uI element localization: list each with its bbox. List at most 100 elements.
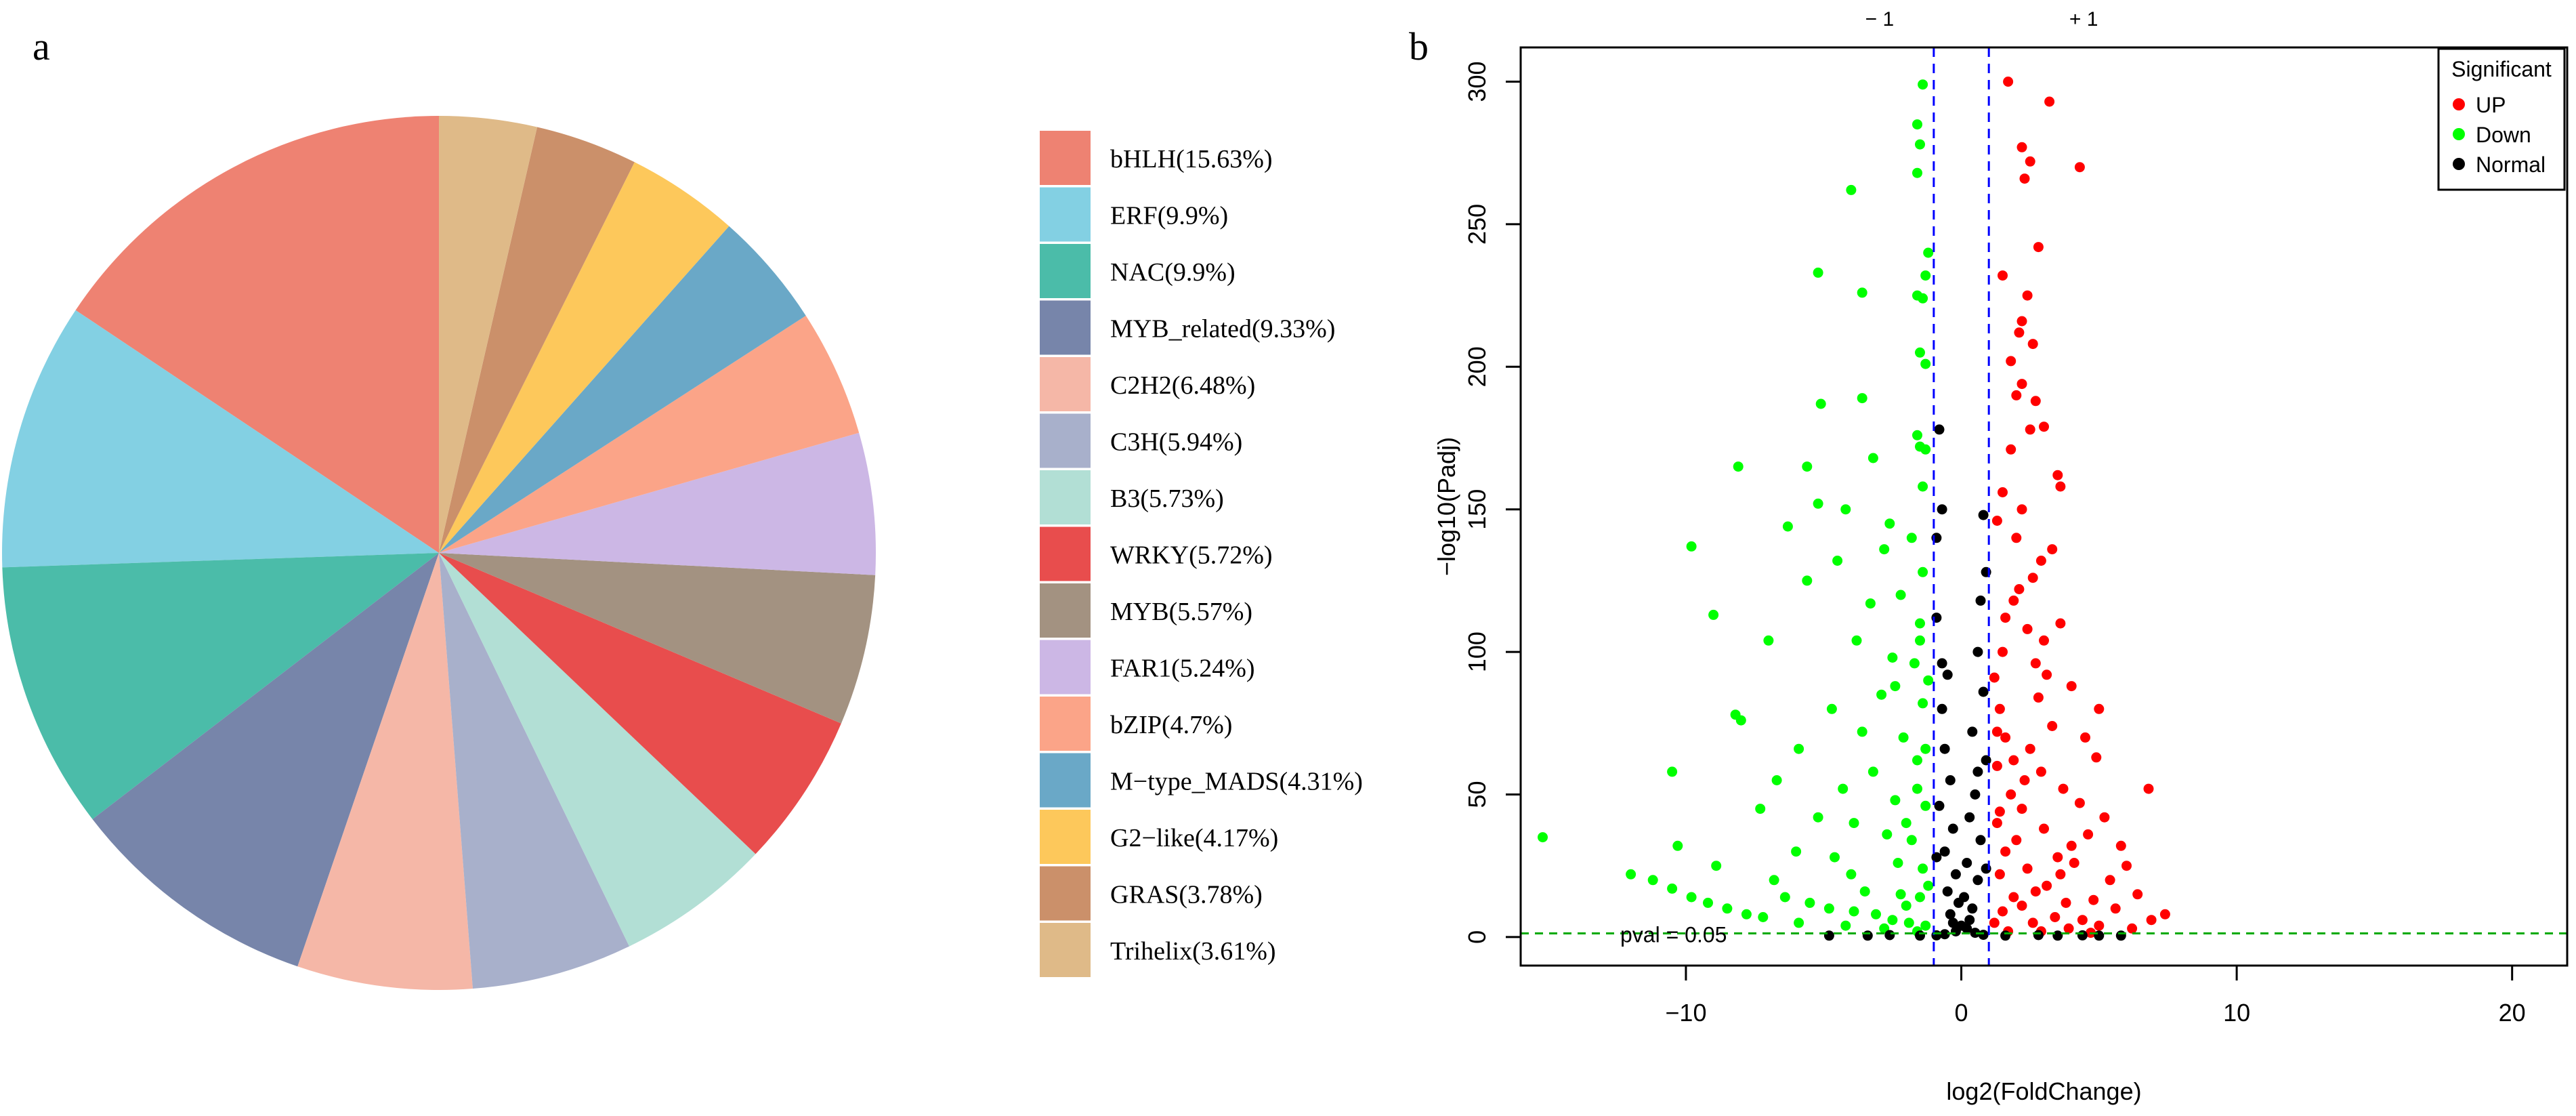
panel-label-b: b [1409, 24, 1429, 68]
legend-label: WRKY(5.72%) [1110, 541, 1273, 570]
x-axis-label: log2(FoldChange) [1946, 1077, 2141, 1105]
point-up [2008, 595, 2019, 606]
legend-label: C3H(5.94%) [1110, 428, 1242, 457]
point-normal [1954, 897, 1964, 908]
point-normal [1939, 743, 1950, 754]
point-normal [1934, 424, 1945, 435]
point-down [1794, 743, 1804, 754]
point-down [1667, 883, 1678, 894]
legend-swatch [1040, 470, 1091, 524]
point-normal [1934, 800, 1945, 811]
point-down [1867, 766, 1878, 777]
point-down [1722, 903, 1733, 914]
point-down [1826, 703, 1837, 714]
point-up [2143, 783, 2154, 794]
point-up [2027, 917, 2038, 928]
point-down [1920, 800, 1931, 811]
point-down [1912, 430, 1922, 440]
point-up [2069, 858, 2079, 868]
point-down [1794, 917, 1804, 928]
point-normal [1942, 669, 1953, 680]
pie-slice [92, 553, 439, 967]
point-down [1779, 892, 1790, 903]
point-up [2017, 142, 2027, 152]
point-up [2132, 889, 2143, 900]
point-down [1923, 247, 1934, 258]
point-down [1823, 903, 1834, 914]
x-tick-label: −10 [1665, 999, 1706, 1027]
point-up [2115, 840, 2126, 851]
point-up [2099, 812, 2110, 823]
point-normal [1970, 928, 1981, 938]
point-up [2014, 584, 2025, 594]
point-down [1882, 829, 1893, 840]
point-up [2030, 396, 2041, 407]
pie-legend: bHLH(15.63%) ERF(9.9%) NAC(9.9%) MYB_relate… [1040, 131, 1363, 977]
point-down [1711, 861, 1722, 871]
point-down [1769, 875, 1779, 886]
point-normal [1981, 755, 1991, 766]
point-up [2094, 920, 2105, 931]
y-tick-label: 50 [1463, 781, 1491, 808]
point-down [1538, 832, 1548, 843]
point-normal [1937, 504, 1947, 515]
legend-swatch [1040, 866, 1091, 921]
pie-chart [1, 116, 876, 991]
point-down [1890, 795, 1901, 806]
point-normal [1931, 852, 1942, 863]
point-normal [1937, 658, 1947, 669]
point-up [1991, 760, 2002, 771]
legend-entry-label: Normal [2476, 152, 2546, 177]
point-up [2000, 846, 2011, 857]
point-down [1840, 920, 1851, 931]
pie-slice [439, 553, 756, 947]
legend-label: Trihelix(3.61%) [1110, 937, 1276, 966]
point-up [1994, 869, 2005, 880]
point-up [2025, 156, 2035, 167]
point-up [2042, 669, 2052, 680]
point-down [1912, 755, 1922, 766]
point-up [2000, 613, 2011, 623]
point-down [1915, 347, 1925, 358]
point-down [1626, 869, 1637, 880]
point-down [1857, 287, 1867, 298]
point-down [1890, 681, 1901, 692]
point-up [2006, 789, 2017, 800]
legend-swatch [1040, 810, 1091, 864]
point-up [1989, 672, 2000, 683]
point-down [1887, 915, 1898, 926]
point-down [1920, 920, 1931, 931]
point-normal [1937, 703, 1947, 714]
legend-swatch [1040, 526, 1091, 581]
point-normal [1962, 923, 1972, 934]
point-up [1998, 646, 2008, 657]
point-down [1918, 566, 1928, 577]
point-up [2017, 804, 2027, 814]
point-up [2017, 901, 2027, 911]
y-tick-label: 250 [1463, 204, 1491, 245]
pie-slice [439, 432, 876, 575]
point-down [1859, 886, 1870, 897]
point-up [2052, 470, 2063, 480]
point-up [1994, 806, 2005, 817]
point-normal [1978, 930, 1989, 941]
legend-swatch [1040, 357, 1091, 411]
legend-swatch [1040, 753, 1091, 808]
legend-label: bZIP(4.7%) [1110, 711, 1232, 739]
point-normal [1884, 930, 1895, 941]
point-up [2159, 909, 2170, 919]
point-up [2055, 481, 2066, 492]
point-up [2011, 533, 2022, 543]
point-up [1994, 703, 2005, 714]
point-down [1840, 504, 1851, 515]
point-down [1915, 892, 1925, 903]
legend-label: bHLH(15.63%) [1110, 145, 1273, 173]
point-down [1741, 909, 1752, 919]
point-up [2008, 892, 2019, 903]
point-normal [1978, 510, 1989, 520]
legend-swatch [1040, 244, 1091, 298]
point-down [1923, 880, 1934, 891]
point-up [2014, 327, 2025, 338]
point-up [2000, 732, 2011, 743]
